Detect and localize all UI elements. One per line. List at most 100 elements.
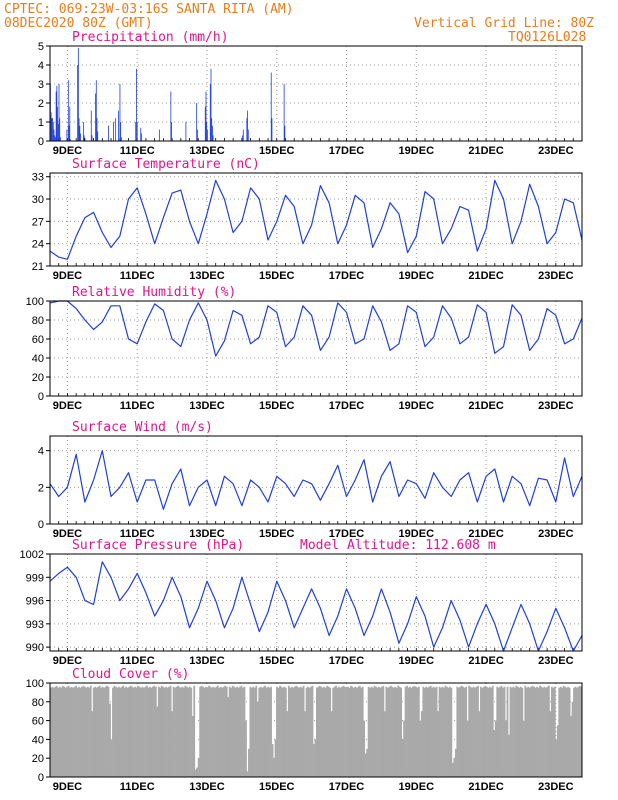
cloud-bar [159,687,162,777]
cloud-bar [383,711,386,777]
cloud-bar [221,687,224,777]
y-tick-label: 20 [32,372,44,384]
precip-bar [82,122,84,141]
cloud-bar [286,711,289,777]
cloud-bar [153,685,156,777]
cloud-bar [440,687,442,777]
precip-bar [51,118,53,141]
cloud-bar [112,687,114,777]
cloud-bar [438,686,441,777]
precip-bar [210,68,212,141]
cloud-bar [543,686,546,777]
cloud-bar [386,687,389,777]
cloud-bar [351,686,354,777]
cloud-bar [174,687,176,777]
cloud-bar [320,686,323,777]
x-tick-label: 17DEC [329,270,365,282]
cloud-bar [534,687,537,777]
cloud-bar [503,686,506,777]
cloud-bar [562,685,565,777]
precip-bar [158,129,160,141]
cloud-bar [264,685,267,777]
cloud-bar [222,686,225,777]
precip-bar [83,135,85,141]
precip-bar [113,122,114,141]
cloud-bar [519,686,522,777]
cloud-bar [493,730,496,777]
y-tick-label: 2 [38,98,44,110]
header-station: CPTEC: 069:23W-03:16S SANTA RITA (AM) [4,2,294,17]
pressure-panel: Surface Pressure (hPa) Model Altitude: 11… [20,538,583,667]
cloud-bar [422,686,425,777]
x-tick-label: 13DEC [189,655,225,667]
cloud-bar [434,687,436,777]
series-line [49,561,583,652]
x-tick-label: 23DEC [538,528,574,540]
cloud-bar [166,687,169,777]
cloud-bar [324,687,327,777]
cloud-bar [160,685,163,777]
cloud-bar [172,686,175,777]
cloud-bar [406,685,408,777]
cloud-bar [249,686,252,777]
cloud-bar [361,686,364,777]
cloud-bar [474,687,476,777]
x-tick-label: 15DEC [259,400,295,412]
cloud-bar [215,686,218,777]
cloud-bar [261,687,264,777]
cloud-bar [277,687,280,777]
y-tick-label: 0 [38,519,44,531]
cloud-bar [416,687,419,777]
y-tick-label: 60 [32,716,44,728]
cloud-bar [157,686,160,777]
precip-bar [242,129,244,141]
cloud-bar [117,686,120,777]
cloud-bar [327,686,330,777]
cloud-bar [89,685,92,777]
x-tick-label: 21DEC [468,781,504,793]
panel-title: Surface Pressure (hPa) [72,538,244,553]
x-tick-label: 19DEC [399,528,435,540]
x-tick-label: 11DEC [120,781,155,793]
panel-frame [49,172,583,267]
x-tick-label: 11DEC [120,655,155,667]
cloud-bar [542,687,544,777]
cloud-bar [496,686,499,777]
cloud-bar [317,686,320,777]
cloud-bar [86,686,89,777]
cloud-bar [131,686,134,777]
series-line [49,300,583,357]
cloud-bar [141,686,144,777]
cloud-bar [94,686,97,777]
precip-bar [55,91,57,141]
cloud-bar [341,686,343,777]
x-tick-label: 19DEC [399,655,435,667]
cloud-bar [516,686,519,777]
cloud-bar [415,686,417,777]
cloud-bar [389,685,392,777]
precip-bar [78,118,80,141]
cloud-bar [431,687,434,777]
cloud-bar [369,687,371,777]
x-tick-label: 11DEC [120,528,155,540]
cloud-bar [518,687,521,777]
cloud-bar [456,686,459,777]
cloud-bar [482,686,485,777]
y-tick-label: 60 [32,334,44,346]
cloud-bar [555,739,558,777]
cloud-bar [426,687,429,777]
precip-bar [209,84,211,141]
y-tick-label: 21 [32,261,44,273]
cloud-bar [475,686,478,777]
cloud-bar [63,686,66,777]
precip-bar [91,135,93,141]
y-tick-label: 993 [26,619,44,631]
x-tick-label: 13DEC [189,781,225,793]
cloud-bar [177,685,179,777]
cloud-bar [444,685,447,777]
cloud-bar [391,686,394,777]
cloud-bar [443,687,445,777]
cloud-bar [78,686,80,777]
series-line [49,179,583,260]
cloud-bar [107,686,110,777]
